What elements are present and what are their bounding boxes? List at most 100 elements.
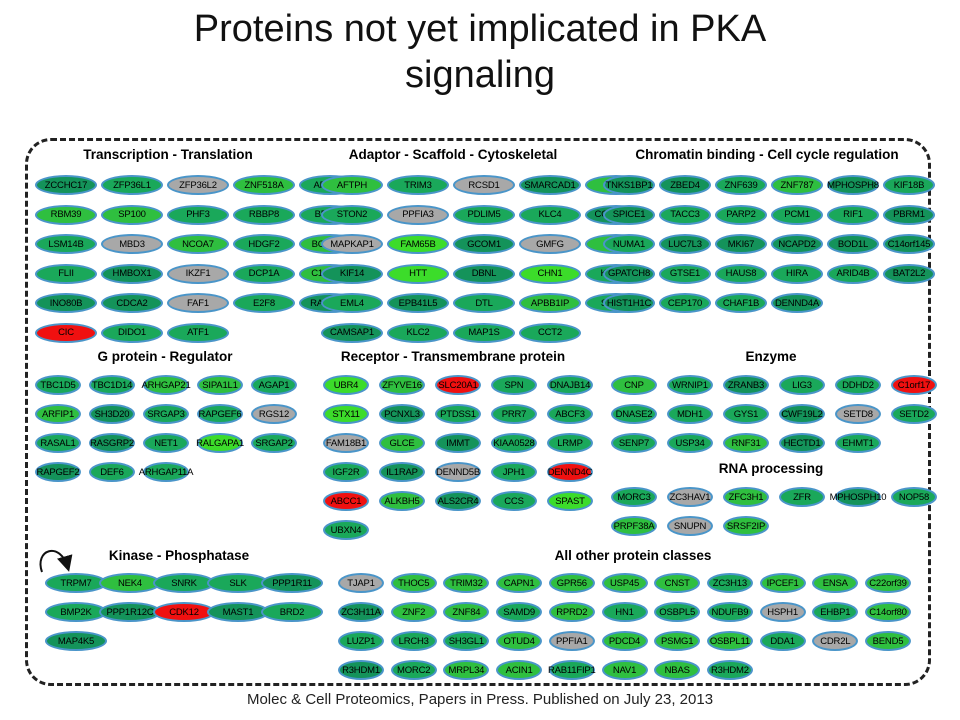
protein-node: PDCD4	[601, 631, 648, 651]
section-title: Chromatin binding - Cell cycle regulatio…	[635, 147, 899, 162]
protein-node: PPP1R12C	[99, 602, 161, 622]
section-title: Kinase - Phosphatase	[108, 548, 250, 563]
protein-node: KLC4	[519, 204, 581, 225]
protein-node: ALS2CR4	[435, 491, 481, 511]
protein-node: PSMG1	[654, 631, 701, 651]
protein-node: ZNF2	[390, 602, 437, 622]
protein-node: AGAP1	[251, 375, 297, 395]
protein-node: STON2	[321, 204, 383, 225]
protein-node: ZNF84	[443, 602, 490, 622]
protein-node: SH3GL1	[443, 631, 490, 651]
protein-node: RBM39	[35, 204, 97, 225]
protein-node: DIDO1	[101, 322, 163, 343]
protein-node: R3HDM1	[338, 660, 384, 680]
protein-node: SRSF2IP	[723, 516, 769, 536]
protein-node: PDLIM5	[453, 204, 515, 225]
protein-node: HIST1H1C	[603, 293, 655, 313]
protein-node: CAPN1	[496, 573, 543, 593]
protein-node: SETD2	[891, 404, 937, 424]
protein-node: PBRM1	[883, 204, 935, 225]
protein-node: CHN1	[519, 263, 581, 284]
protein-node: CDCA2	[101, 293, 163, 313]
protein-node: FAM18B1	[323, 433, 369, 453]
section-title: G protein - Regulator	[97, 349, 233, 364]
protein-node: ZC3HAV1	[667, 487, 713, 507]
protein-node: CWF19L2	[779, 404, 825, 424]
title-line-2: signaling	[405, 54, 555, 96]
protein-node: NBAS	[654, 660, 701, 680]
protein-node: DENND4C	[547, 462, 593, 482]
protein-node: TBC1D5	[35, 375, 81, 395]
protein-node: ABCF3	[547, 404, 593, 424]
protein-node: GTSE1	[659, 263, 711, 284]
protein-node: LRCH3	[390, 631, 437, 651]
protein-node: RASAL1	[35, 433, 81, 453]
protein-node: LUC7L3	[659, 234, 711, 254]
protein-node: SRGAP3	[143, 404, 189, 424]
protein-node: ARFIP1	[35, 404, 81, 424]
protein-node: IKZF1	[167, 263, 229, 284]
protein-node: PRR7	[491, 404, 537, 424]
protein-node: MDH1	[667, 404, 713, 424]
protein-node: ALKBH5	[379, 491, 425, 511]
protein-node: ZFP36L1	[101, 175, 163, 195]
protein-node: LRMP	[547, 433, 593, 453]
protein-node: DENND5B	[435, 462, 481, 482]
protein-node: NDUFB9	[706, 602, 753, 622]
protein-node: RAB11FIP1	[548, 660, 596, 680]
section-title: Transcription - Translation	[83, 147, 253, 162]
protein-node: TRIM32	[443, 573, 490, 593]
protein-node: SLK	[207, 573, 269, 593]
protein-node: MBD3	[101, 234, 163, 254]
title-line-1: Proteins not yet implicated in PKA	[193, 8, 767, 50]
protein-node: MAST1	[207, 602, 269, 622]
protein-node: SETD8	[835, 404, 881, 424]
protein-node: LIG3	[779, 375, 825, 395]
protein-node: TRIM3	[387, 175, 449, 195]
protein-node: FAF1	[167, 293, 229, 313]
protein-node: GCOM1	[453, 234, 515, 254]
protein-node: SLC20A1	[435, 375, 481, 395]
protein-node: RAPGEF6	[197, 404, 243, 424]
protein-node: PPFIA1	[548, 631, 595, 651]
protein-node: ENSA	[812, 573, 859, 593]
protein-node: CHAF1B	[715, 293, 767, 313]
protein-node: SNRK	[153, 573, 215, 593]
protein-node: DNAJB14	[547, 375, 593, 395]
protein-node: CNP	[611, 375, 657, 395]
protein-node: SAMD9	[496, 602, 543, 622]
protein-node: PCM1	[771, 204, 823, 225]
protein-node: ZFC3H1	[723, 487, 769, 507]
protein-node: RGS12	[251, 404, 297, 424]
protein-node: ARHGAP11A	[139, 462, 193, 482]
protein-node: PRPF38A	[611, 516, 657, 536]
protein-node: IMMT	[435, 433, 481, 453]
protein-node: MPHOSPH10	[830, 487, 887, 507]
protein-node: THOC5	[390, 573, 437, 593]
diagram-panel: Transcription - Translation ZCCHC17 ZFP36L…	[25, 138, 937, 686]
protein-node: DCP1A	[233, 263, 295, 284]
protein-node: SIPA1L1	[197, 375, 243, 395]
protein-node: CCT2	[519, 322, 581, 343]
protein-node: BOD1L	[827, 234, 879, 254]
protein-node: SNUPN	[667, 516, 713, 536]
protein-node: C14orf80	[865, 602, 911, 622]
page-title: Proteins not yet implicated in PKA signa…	[0, 6, 960, 98]
protein-node: MAPKAP1	[321, 234, 383, 254]
protein-node: USP34	[667, 433, 713, 453]
protein-node: GPATCH8	[603, 263, 655, 284]
protein-node: PPP1R11	[261, 573, 323, 593]
protein-node: NOP58	[891, 487, 937, 507]
protein-node: MRPL34	[443, 660, 490, 680]
protein-node: EML4	[321, 293, 383, 313]
protein-node: GPR56	[548, 573, 595, 593]
protein-node: RNF31	[723, 433, 769, 453]
protein-node: ZFP36L2	[167, 175, 229, 195]
protein-node: ZNF639	[715, 175, 767, 195]
protein-node: MKI67	[715, 234, 767, 254]
protein-node: TRPM7	[45, 573, 107, 593]
protein-node: NEK4	[99, 573, 161, 593]
protein-node: CDK12	[153, 602, 215, 622]
protein-node: E2F8	[233, 293, 295, 313]
protein-node: ZC3H13	[706, 573, 753, 593]
